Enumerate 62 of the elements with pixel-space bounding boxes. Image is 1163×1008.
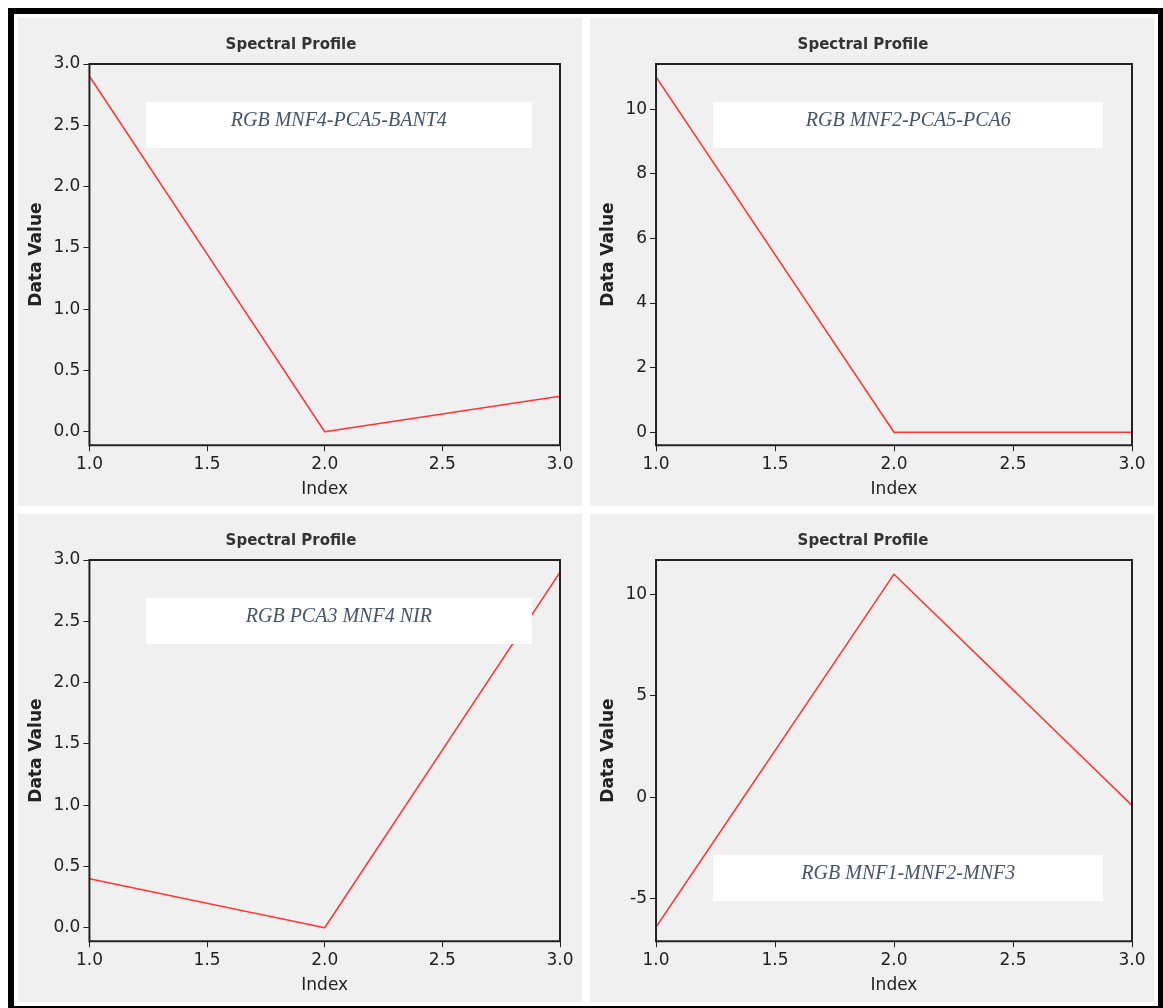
x-tick-label: 3.0 xyxy=(1118,948,1146,969)
x-tick-label: 3.0 xyxy=(1118,452,1146,473)
y-tick-label: 1.0 xyxy=(53,793,81,814)
y-tick-label: 0.0 xyxy=(53,916,81,937)
x-tick-label: 2.5 xyxy=(428,452,456,473)
y-tick-label: 5 xyxy=(636,684,648,705)
chart-title: Spectral Profile xyxy=(797,530,929,549)
y-axis-title: Data Value xyxy=(596,698,617,803)
y-tick-label: 2.5 xyxy=(53,113,81,134)
chart-title: Spectral Profile xyxy=(797,34,929,53)
y-tick-label: 1.5 xyxy=(53,732,81,753)
y-axis-title: Data Value xyxy=(596,202,617,307)
y-tick-label: 2 xyxy=(636,356,648,377)
label-box: RGB MNF2-PCA5-PCA6 xyxy=(713,102,1104,148)
label-box: RGB PCA3 MNF4 NIR xyxy=(145,598,532,644)
annotation: RGB MNF1-MNF2-MNF3 xyxy=(800,861,1017,885)
annotation: RGB PCA3 MNF4 NIR xyxy=(244,604,433,627)
y-axis-title: Data Value xyxy=(24,202,45,307)
label-box: RGB MNF1-MNF2-MNF3 xyxy=(713,855,1104,902)
y-tick-label: -5 xyxy=(630,887,648,908)
x-axis-title: Index xyxy=(870,974,918,995)
y-tick-label: 8 xyxy=(636,162,648,183)
x-tick-label: 1.5 xyxy=(193,948,221,969)
y-tick-label: 2.0 xyxy=(53,670,81,691)
x-tick-label: 2.0 xyxy=(880,948,908,969)
x-tick-label: 2.5 xyxy=(999,948,1027,969)
annotation: RGB MNF2-PCA5-PCA6 xyxy=(804,108,1012,131)
y-tick-label: 0 xyxy=(636,420,648,441)
x-tick-label: 1.5 xyxy=(761,948,789,969)
y-tick-label: 3.0 xyxy=(53,52,81,73)
y-tick-label: 0 xyxy=(636,785,648,806)
x-tick-label: 1.0 xyxy=(75,452,103,473)
label-box: RGB MNF4-PCA5-BANT4 xyxy=(145,102,532,148)
y-tick-label: 2.5 xyxy=(53,609,81,630)
x-tick-label: 1.5 xyxy=(193,452,221,473)
y-tick-label: 10 xyxy=(625,97,648,118)
y-tick-label: 0.5 xyxy=(53,358,81,379)
y-tick-label: 1.5 xyxy=(53,236,81,257)
x-tick-label: 3.0 xyxy=(546,452,574,473)
x-tick-label: 1.0 xyxy=(75,948,103,969)
x-tick-label: 2.5 xyxy=(999,452,1027,473)
y-tick-label: 0.5 xyxy=(53,854,81,875)
y-tick-label: 0.0 xyxy=(53,420,81,441)
y-tick-label: 1.0 xyxy=(53,297,81,318)
annotation: RGB MNF4-PCA5-BANT4 xyxy=(229,108,448,131)
y-tick-label: 4 xyxy=(636,291,648,312)
y-tick-label: 6 xyxy=(636,226,648,247)
y-axis-title: Data Value xyxy=(24,698,45,803)
x-axis-title: Index xyxy=(301,478,349,499)
y-tick-label: 2.0 xyxy=(53,174,81,195)
x-axis-title: Index xyxy=(870,478,918,499)
chart-title: Spectral Profile xyxy=(225,530,357,549)
x-tick-label: 1.5 xyxy=(761,452,789,473)
x-tick-label: 2.0 xyxy=(311,948,339,969)
x-tick-label: 3.0 xyxy=(546,948,574,969)
x-tick-label: 2.0 xyxy=(311,452,339,473)
chart-title: Spectral Profile xyxy=(225,34,357,53)
x-tick-label: 2.0 xyxy=(880,452,908,473)
y-tick-label: 10 xyxy=(625,582,648,603)
x-tick-label: 2.5 xyxy=(428,948,456,969)
x-axis-title: Index xyxy=(301,974,349,995)
y-tick-label: 3.0 xyxy=(53,548,81,569)
